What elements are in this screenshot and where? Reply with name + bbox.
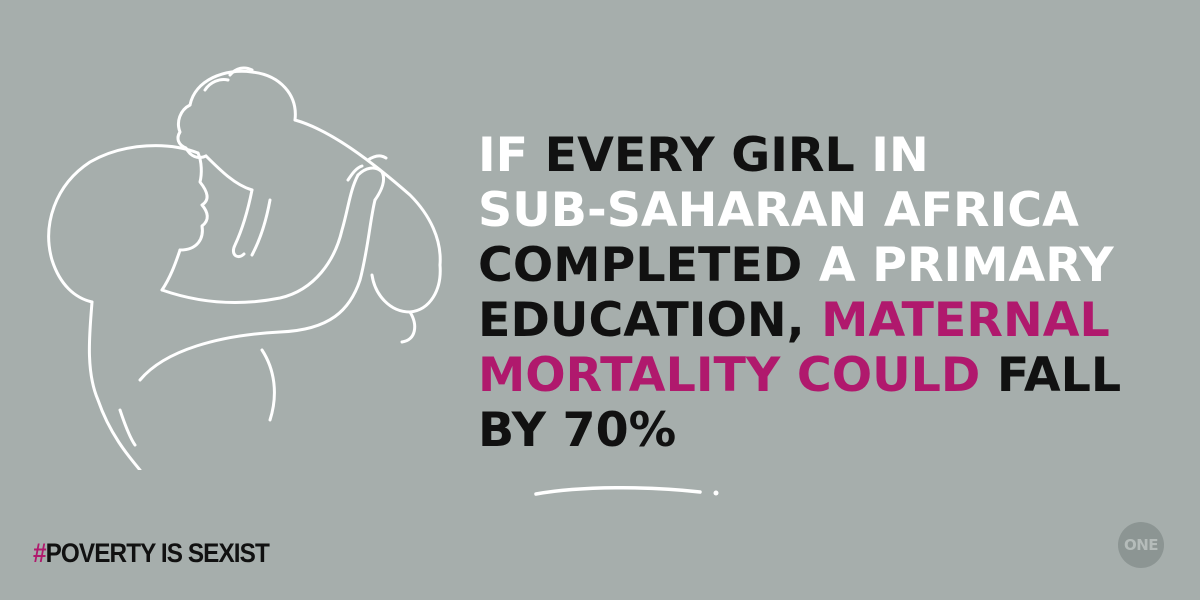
mother-baby-illustration-icon [47, 66, 442, 470]
hashtag-poverty-is-sexist: #POVERTY IS SEXIST [33, 538, 270, 568]
headline-word: IN [854, 128, 929, 183]
headline-line-5: MORTALITY COULD FALL [478, 348, 1178, 403]
headline-line-3: COMPLETED A PRIMARY [478, 238, 1178, 293]
headline-word: EVERY GIRL [544, 128, 855, 183]
brush-underline-icon [534, 485, 719, 496]
one-logo-text: ONE [1123, 536, 1159, 554]
headline-word: COMPLETED [478, 238, 803, 293]
headline-word: FALL [980, 348, 1122, 403]
headline-line-2: SUB-SAHARAN AFRICA [478, 183, 1178, 238]
headline-line-4: EDUCATION, MATERNAL [478, 293, 1178, 348]
headline-line-1: IF EVERY GIRL IN [478, 128, 1178, 183]
headline: IF EVERY GIRL IN SUB-SAHARAN AFRICA COMP… [478, 128, 1178, 458]
hashtag-mark: # [33, 538, 47, 568]
headline-word: EDUCATION, [478, 293, 822, 348]
one-logo: ONE [1118, 522, 1164, 568]
headline-word: MATERNAL [821, 293, 1110, 348]
headline-word: MORTALITY COULD [478, 348, 981, 403]
headline-word: A PRIMARY [802, 238, 1114, 293]
headline-line-6: BY 70% [478, 403, 1178, 458]
headline-word: SUB-SAHARAN AFRICA [478, 183, 1079, 238]
hashtag-text: POVERTY IS SEXIST [45, 538, 270, 568]
headline-word: IF [478, 128, 545, 183]
headline-word: BY 70% [478, 403, 677, 458]
